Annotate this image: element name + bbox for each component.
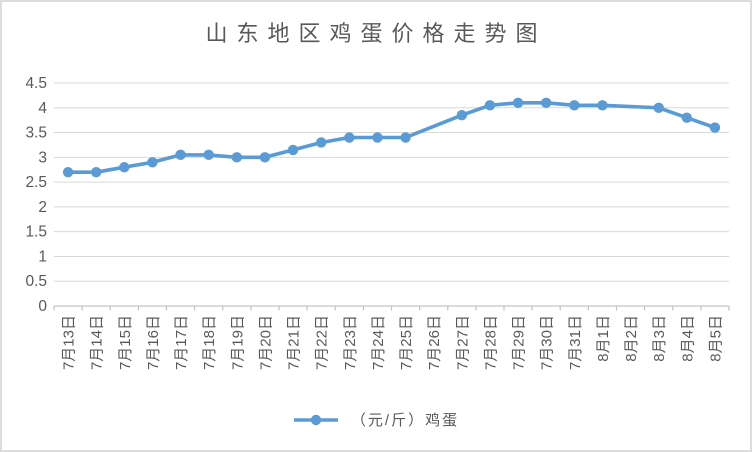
x-axis-tick-label: 7月23日	[342, 315, 359, 370]
x-axis-tick-label: 7月16日	[145, 315, 162, 370]
data-point	[456, 110, 468, 121]
data-point	[709, 122, 721, 133]
x-axis-tick-label: 8月2日	[623, 315, 640, 362]
y-axis-tick-label: 2.5	[25, 174, 47, 191]
x-axis-tick-label: 7月25日	[398, 315, 415, 370]
x-axis-tick-label: 7月14日	[89, 315, 106, 370]
data-point	[597, 100, 608, 111]
data-point	[259, 152, 271, 163]
legend-item-label: （元/斤）鸡蛋	[350, 412, 460, 429]
x-axis-tick-label: 7月20日	[257, 315, 274, 370]
legend-line-marker-icon	[293, 414, 338, 425]
y-axis-tick-label: 3.5	[25, 125, 47, 142]
y-axis-tick-label: 2	[38, 199, 47, 216]
x-axis-tick-label: 8月1日	[595, 315, 612, 362]
x-axis-tick-label: 7月13日	[61, 315, 78, 370]
x-axis-tick-label: 8月5日	[707, 315, 724, 362]
y-axis-tick-label: 0.5	[25, 273, 47, 290]
x-axis-tick-label: 8月4日	[679, 315, 696, 362]
x-axis-tick-label: 7月19日	[229, 315, 246, 370]
data-point	[62, 167, 74, 178]
data-point	[344, 132, 355, 143]
y-axis-tick-label: 4.5	[25, 75, 47, 92]
x-axis-tick-label: 7月18日	[201, 315, 218, 370]
chart-title: 山东地区鸡蛋价格走势图	[205, 21, 547, 46]
data-point	[147, 157, 158, 168]
x-axis-tick-label: 7月24日	[370, 315, 387, 370]
data-point	[315, 137, 327, 148]
data-point	[119, 162, 130, 173]
x-axis-tick-label: 7月28日	[482, 315, 499, 370]
x-axis-tick-label: 7月27日	[454, 315, 471, 370]
x-axis-tick-label: 7月29日	[511, 315, 528, 370]
x-axis-tick-label: 7月17日	[173, 315, 190, 370]
data-point	[569, 100, 580, 111]
x-axis-tick-label: 7月31日	[567, 315, 584, 370]
data-point	[400, 132, 411, 143]
x-axis-tick-label: 7月21日	[286, 315, 303, 370]
y-axis-tick-label: 4	[38, 100, 47, 117]
data-point	[203, 149, 214, 161]
data-point	[484, 100, 496, 111]
legend: （元/斤）鸡蛋	[2, 409, 750, 430]
x-axis-tick-label: 8月3日	[651, 315, 668, 362]
data-line	[66, 101, 717, 174]
y-axis-tick-label: 1.5	[25, 224, 47, 241]
y-axis-tick-label: 3	[38, 149, 47, 166]
data-point	[540, 97, 552, 109]
x-axis-tick-label: 7月22日	[314, 315, 331, 370]
data-point	[175, 149, 186, 161]
data-point	[681, 112, 693, 123]
y-axis-tick-label: 0	[38, 298, 47, 315]
data-point	[653, 102, 664, 113]
data-point	[287, 144, 299, 156]
data-point	[90, 167, 102, 178]
y-axis-tick-label: 1	[38, 248, 47, 265]
data-point	[512, 97, 524, 109]
data-point	[372, 132, 383, 143]
data-point	[231, 152, 243, 163]
x-axis-tick-label: 7月15日	[117, 315, 134, 370]
x-axis-tick-label: 7月26日	[426, 315, 443, 370]
x-axis-tick-label: 7月30日	[539, 315, 556, 370]
